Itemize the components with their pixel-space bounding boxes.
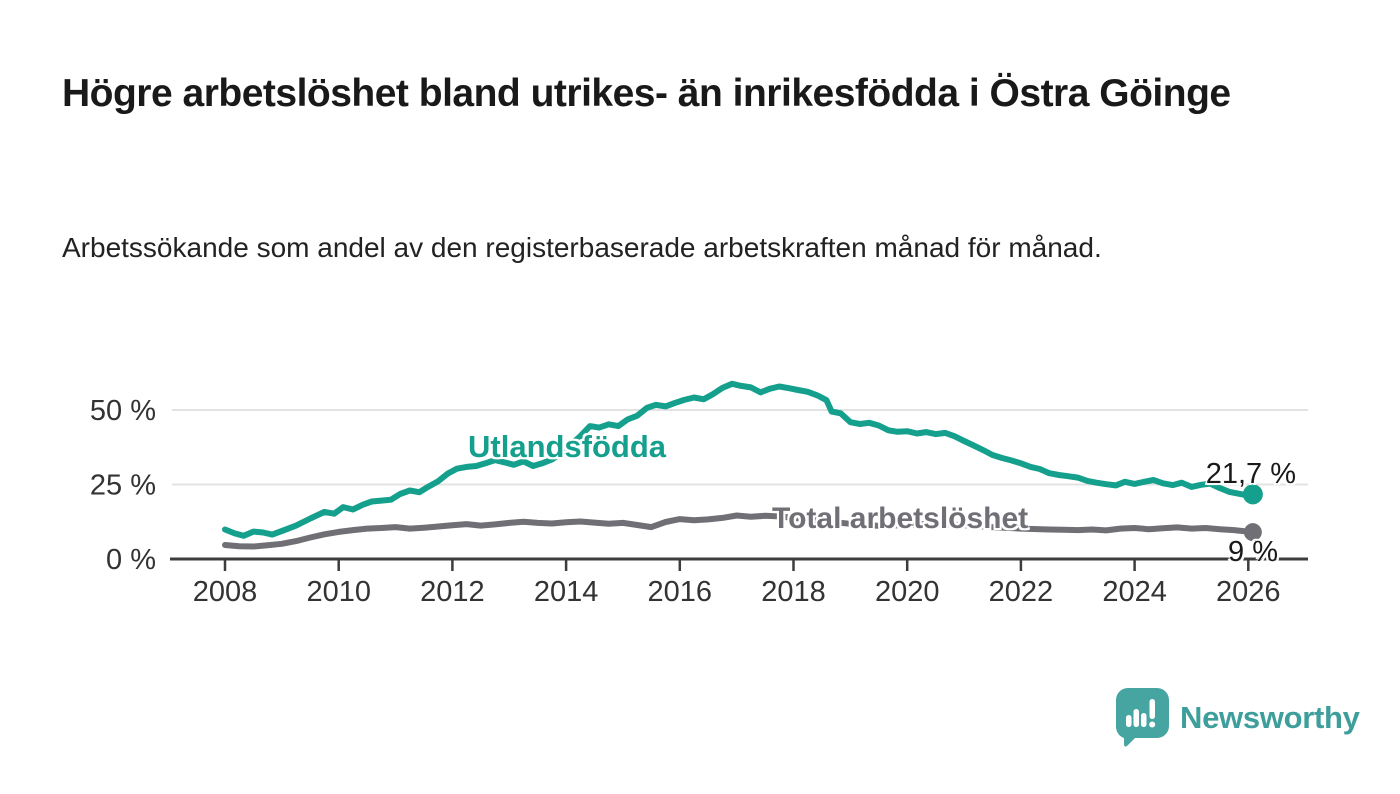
series-label-utlandsfodda: Utlandsfödda (468, 429, 667, 464)
end-dot-total (1243, 523, 1262, 542)
page-title: Högre arbetslöshet bland utrikes- än inr… (62, 72, 1231, 115)
y-axis-label: 25 % (90, 470, 156, 502)
x-axis-label: 2026 (1216, 576, 1281, 608)
x-axis-label: 2014 (534, 576, 599, 608)
y-axis-label: 50 % (90, 395, 156, 427)
end-value-total: 9 % (1228, 536, 1278, 568)
newsworthy-logo: Newsworthy (1116, 688, 1360, 747)
x-axis-label: 2020 (875, 576, 940, 608)
y-axis-label: 0 % (106, 544, 156, 576)
x-axis-label: 2008 (193, 576, 258, 608)
series-label-total-arbetsloshet: Total arbetslöshet (772, 502, 1029, 535)
x-axis-label: 2024 (1102, 576, 1167, 608)
x-axis-label: 2018 (761, 576, 826, 608)
end-dot-utlandsfodda (1242, 484, 1263, 505)
x-axis-label: 2010 (306, 576, 371, 608)
newsworthy-logo-text: Newsworthy (1180, 699, 1360, 735)
x-axis-label: 2012 (420, 576, 485, 608)
series-line-utlandsfodda (222, 380, 1256, 539)
end-value-utlandsfodda: 21,7 % (1205, 458, 1296, 490)
chart-subtitle: Arbetssökande som andel av den registerb… (62, 232, 1102, 263)
x-axis-label: 2022 (989, 576, 1054, 608)
x-axis-label: 2016 (648, 576, 713, 608)
series-line-total (222, 512, 1256, 550)
newsworthy-logo-icon (1116, 688, 1169, 747)
